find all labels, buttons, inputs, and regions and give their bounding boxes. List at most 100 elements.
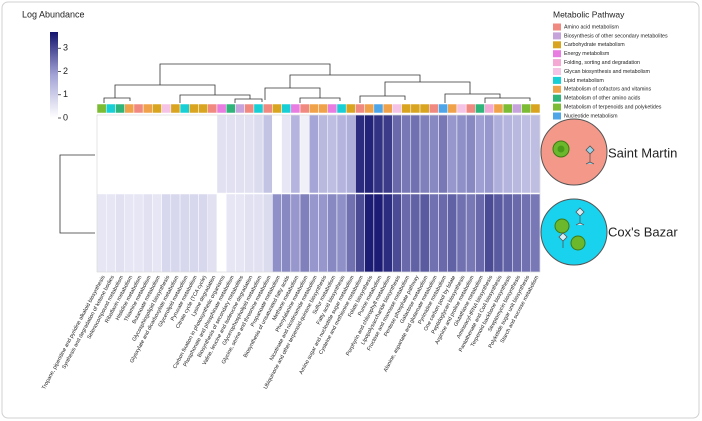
pathway-strip bbox=[465, 103, 476, 114]
pathway-strip bbox=[484, 103, 495, 114]
pathway-strip bbox=[152, 103, 162, 114]
heatmap-cell bbox=[502, 193, 513, 273]
heatmap-cell bbox=[530, 193, 541, 273]
heatmap-cell bbox=[161, 193, 172, 273]
heatmap-cell bbox=[272, 193, 282, 273]
heatmap-cell bbox=[364, 193, 375, 273]
heatmap-cell bbox=[244, 193, 255, 273]
legend-label: Metabolism of terpenoids and polyketides bbox=[564, 105, 662, 111]
heatmap-cell bbox=[133, 193, 144, 273]
legend-swatch bbox=[553, 68, 561, 75]
legend-title: Metabolic Pathway bbox=[553, 9, 625, 19]
heatmap-cell bbox=[253, 193, 264, 273]
heatmap-cell bbox=[373, 193, 384, 273]
pathway-strip bbox=[521, 103, 532, 114]
heatmap-cell bbox=[253, 114, 264, 194]
heatmap-cell bbox=[493, 193, 504, 273]
colorbar bbox=[50, 32, 58, 118]
heatmap-cell bbox=[179, 114, 190, 194]
heatmap-cell bbox=[392, 193, 402, 273]
heatmap-cell bbox=[235, 114, 245, 194]
heatmap-cell bbox=[345, 114, 356, 194]
pathway-strip bbox=[438, 103, 448, 114]
heatmap-cell bbox=[419, 114, 430, 194]
heatmap-cell bbox=[290, 193, 301, 273]
heatmap-cell bbox=[189, 114, 199, 194]
pathway-strip bbox=[290, 103, 301, 114]
icon-saint-martin bbox=[540, 118, 608, 186]
legend-label: Carbohydrate metabolism bbox=[564, 42, 625, 48]
pathway-strip bbox=[345, 103, 356, 114]
heatmap-cell bbox=[327, 193, 338, 273]
heatmap-cell bbox=[429, 114, 439, 194]
heatmap-cell bbox=[410, 114, 421, 194]
heatmap-cell bbox=[262, 193, 273, 273]
heatmap-cell bbox=[189, 193, 199, 273]
heatmap-cell bbox=[484, 193, 495, 273]
pathway-strip bbox=[456, 103, 467, 114]
heatmap-cell bbox=[355, 114, 365, 194]
heatmap-cell bbox=[419, 193, 430, 273]
heatmap-cell bbox=[512, 193, 522, 273]
legend-swatch bbox=[553, 76, 561, 84]
legend-label: Biosynthesis of other secondary metaboli… bbox=[564, 33, 668, 39]
colorbar-title: Log Abundance bbox=[22, 9, 85, 19]
heatmap-cell bbox=[429, 193, 439, 273]
heatmap-cell bbox=[299, 193, 310, 273]
pathway-strip bbox=[355, 103, 365, 114]
heatmap-cell bbox=[198, 193, 208, 273]
column-dendrogram bbox=[103, 63, 531, 103]
heatmap-cell bbox=[152, 114, 162, 194]
pathway-strip bbox=[281, 103, 292, 114]
heatmap-cell bbox=[484, 114, 495, 194]
legend-label: Folding, sorting and degradation bbox=[564, 60, 640, 66]
heatmap-cell bbox=[336, 193, 347, 273]
heatmap-cell bbox=[216, 114, 227, 194]
pathway-strip bbox=[493, 103, 504, 114]
heatmap-cell bbox=[281, 114, 292, 194]
pathway-strip bbox=[447, 103, 458, 114]
colorbar-tick-label: 3 bbox=[63, 43, 68, 53]
heatmap-cell bbox=[96, 114, 107, 194]
heatmap-cell bbox=[410, 193, 421, 273]
heatmap-cell bbox=[170, 193, 181, 273]
heatmap-cell bbox=[382, 193, 393, 273]
heatmap-cell bbox=[438, 193, 448, 273]
heatmap-cell bbox=[225, 114, 236, 194]
legend-swatch bbox=[553, 23, 561, 31]
heatmap-cell bbox=[392, 114, 402, 194]
heatmap-cell bbox=[382, 114, 393, 194]
legend-swatch bbox=[553, 85, 561, 93]
heatmap-cell bbox=[530, 114, 541, 194]
pathway-strip bbox=[419, 103, 430, 114]
heatmap-cell bbox=[318, 114, 328, 194]
heatmap-cell bbox=[216, 193, 227, 273]
pathway-strip bbox=[105, 103, 116, 114]
legend-label: Metabolism of other amino acids bbox=[564, 96, 641, 102]
heatmap-cell bbox=[170, 114, 181, 194]
heatmap-cell bbox=[456, 193, 467, 273]
heatmap-cell bbox=[512, 114, 522, 194]
pathway-strip bbox=[429, 103, 439, 114]
pathway-strip bbox=[502, 103, 513, 114]
pathway-strip bbox=[392, 103, 402, 114]
heatmap-cell bbox=[493, 114, 504, 194]
colorbar-tick-label: 0 bbox=[63, 112, 68, 122]
legend-swatch bbox=[553, 32, 561, 40]
heatmap-cell bbox=[401, 114, 412, 194]
heatmap-cell bbox=[309, 193, 319, 273]
heatmap-border bbox=[96, 114, 541, 273]
pathway-strip bbox=[124, 103, 135, 114]
pathway-strip bbox=[253, 103, 264, 114]
legend-label: Metabolism of cofactors and vitamins bbox=[564, 87, 651, 93]
heatmap-cell bbox=[281, 193, 292, 273]
heatmap-cell bbox=[198, 114, 208, 194]
pathway-strip bbox=[530, 103, 541, 114]
heatmap-cell bbox=[521, 193, 532, 273]
heatmap-cell bbox=[225, 193, 236, 273]
heatmap-cell bbox=[465, 114, 476, 194]
pathway-strip bbox=[115, 103, 125, 114]
pathway-strip bbox=[318, 103, 328, 114]
heatmap-cell bbox=[502, 114, 513, 194]
